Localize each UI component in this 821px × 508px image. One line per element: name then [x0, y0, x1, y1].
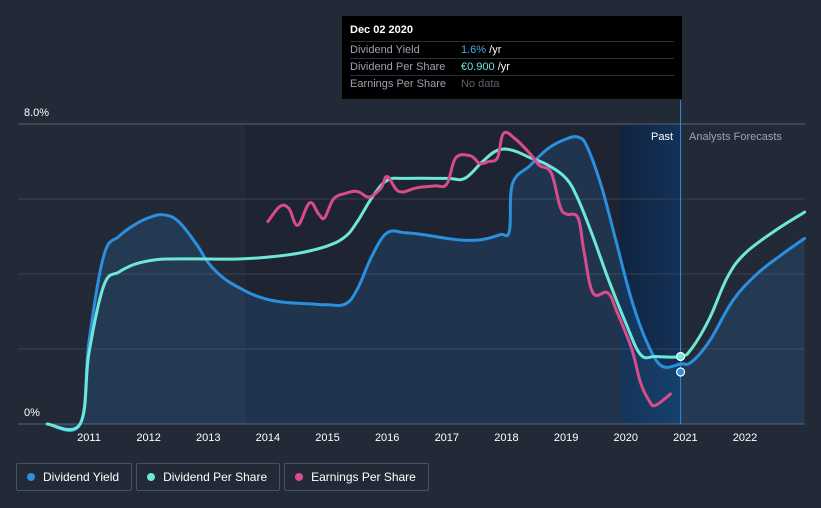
chart-legend: Dividend Yield Dividend Per Share Earnin… [16, 463, 433, 491]
tooltip-unit: /yr [494, 61, 510, 73]
legend-dot-icon [295, 473, 304, 481]
x-tick-label: 2012 [136, 432, 160, 444]
tooltip-value: 1.6% /yr [461, 44, 501, 56]
dividend-yield-marker [675, 367, 686, 377]
x-tick-label: 2015 [315, 432, 339, 444]
tooltip-label: Dividend Per Share [350, 61, 446, 73]
legend-label: Dividend Per Share [163, 470, 268, 484]
x-tick-label: 2021 [673, 432, 697, 444]
legend-dot-icon [147, 473, 156, 481]
forecast-region-label: Analysts Forecasts [689, 131, 782, 143]
tooltip-value: No data [461, 78, 500, 90]
legend-label: Earnings Per Share [311, 470, 416, 484]
dividend-yield-line [45, 135, 807, 433]
hover-tooltip: Dec 02 2020 Dividend Yield 1.6% /yr Divi… [342, 16, 682, 99]
tooltip-value: €0.900 /yr [461, 61, 510, 73]
tooltip-row-dividend-yield: Dividend Yield 1.6% /yr [350, 41, 674, 58]
tooltip-dps-number: €0.900 [461, 61, 495, 73]
past-region-label: Past [651, 131, 673, 143]
legend-toggle-earnings-per-share[interactable]: Earnings Per Share [284, 463, 429, 491]
legend-toggle-dividend-per-share[interactable]: Dividend Per Share [136, 463, 281, 491]
tooltip-label: Earnings Per Share [350, 78, 446, 90]
tooltip-yield-number: 1.6% [461, 44, 487, 56]
x-tick-label: 2017 [435, 432, 459, 444]
x-tick-label: 2019 [554, 432, 578, 444]
dividend-per-share-marker [675, 351, 686, 362]
x-tick-label: 2022 [733, 432, 757, 444]
x-tick-label: 2020 [613, 432, 637, 444]
y-tick-label-max: 8.0% [24, 107, 49, 119]
x-tick-label: 2013 [196, 432, 220, 444]
dividend-per-share-line [45, 147, 807, 432]
tooltip-label: Dividend Yield [350, 44, 420, 56]
legend-dot-icon [27, 473, 35, 481]
legend-toggle-dividend-yield[interactable]: Dividend Yield [16, 463, 133, 491]
dividend-yield-area [47, 136, 805, 431]
earnings-per-share-line [266, 130, 672, 408]
x-tick-label: 2011 [77, 432, 101, 444]
legend-label: Dividend Yield [43, 470, 120, 484]
tooltip-unit: /yr [486, 44, 502, 56]
x-tick-label: 2014 [256, 432, 280, 444]
tooltip-row-dividend-per-share: Dividend Per Share €0.900 /yr [350, 58, 674, 75]
x-tick-label: 2016 [375, 432, 399, 444]
tooltip-date: Dec 02 2020 [350, 24, 413, 36]
y-tick-label-min: 0% [24, 407, 40, 419]
tooltip-row-earnings-per-share: Earnings Per Share No data [350, 75, 674, 92]
x-tick-label: 2018 [494, 432, 518, 444]
